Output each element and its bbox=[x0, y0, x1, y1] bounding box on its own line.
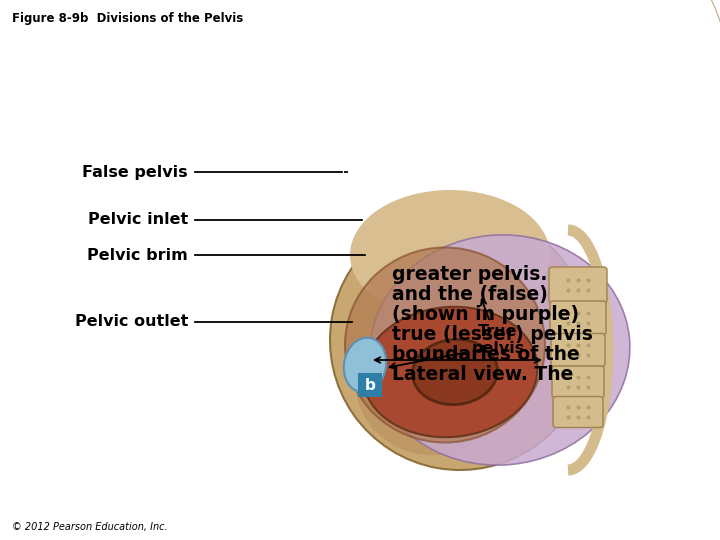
Text: and the (false): and the (false) bbox=[392, 285, 548, 304]
Text: True
pelvis: True pelvis bbox=[472, 324, 525, 356]
FancyBboxPatch shape bbox=[550, 301, 606, 335]
Ellipse shape bbox=[350, 190, 550, 320]
Text: boundaries of the: boundaries of the bbox=[392, 345, 580, 364]
Text: Pelvic inlet: Pelvic inlet bbox=[88, 213, 188, 227]
Text: Figure 8-9b  Divisions of the Pelvis: Figure 8-9b Divisions of the Pelvis bbox=[12, 12, 243, 25]
Ellipse shape bbox=[413, 340, 498, 404]
Ellipse shape bbox=[370, 235, 630, 465]
FancyBboxPatch shape bbox=[553, 396, 603, 428]
FancyBboxPatch shape bbox=[551, 334, 605, 367]
Ellipse shape bbox=[363, 307, 537, 437]
Ellipse shape bbox=[356, 315, 505, 455]
FancyBboxPatch shape bbox=[358, 373, 382, 397]
Text: Pelvic outlet: Pelvic outlet bbox=[75, 314, 188, 329]
Text: False pelvis: False pelvis bbox=[82, 165, 188, 179]
Text: greater pelvis.: greater pelvis. bbox=[392, 265, 547, 284]
Text: b: b bbox=[364, 377, 375, 393]
Text: (shown in purple): (shown in purple) bbox=[392, 305, 579, 324]
Text: Lateral view. The: Lateral view. The bbox=[392, 365, 573, 384]
Ellipse shape bbox=[343, 338, 386, 393]
Text: © 2012 Pearson Education, Inc.: © 2012 Pearson Education, Inc. bbox=[12, 522, 168, 532]
FancyBboxPatch shape bbox=[552, 366, 604, 398]
FancyBboxPatch shape bbox=[549, 267, 607, 303]
Text: true (lesser) pelvis: true (lesser) pelvis bbox=[392, 325, 593, 344]
Ellipse shape bbox=[345, 247, 545, 442]
Text: Pelvic brim: Pelvic brim bbox=[87, 247, 188, 262]
Ellipse shape bbox=[330, 210, 590, 470]
